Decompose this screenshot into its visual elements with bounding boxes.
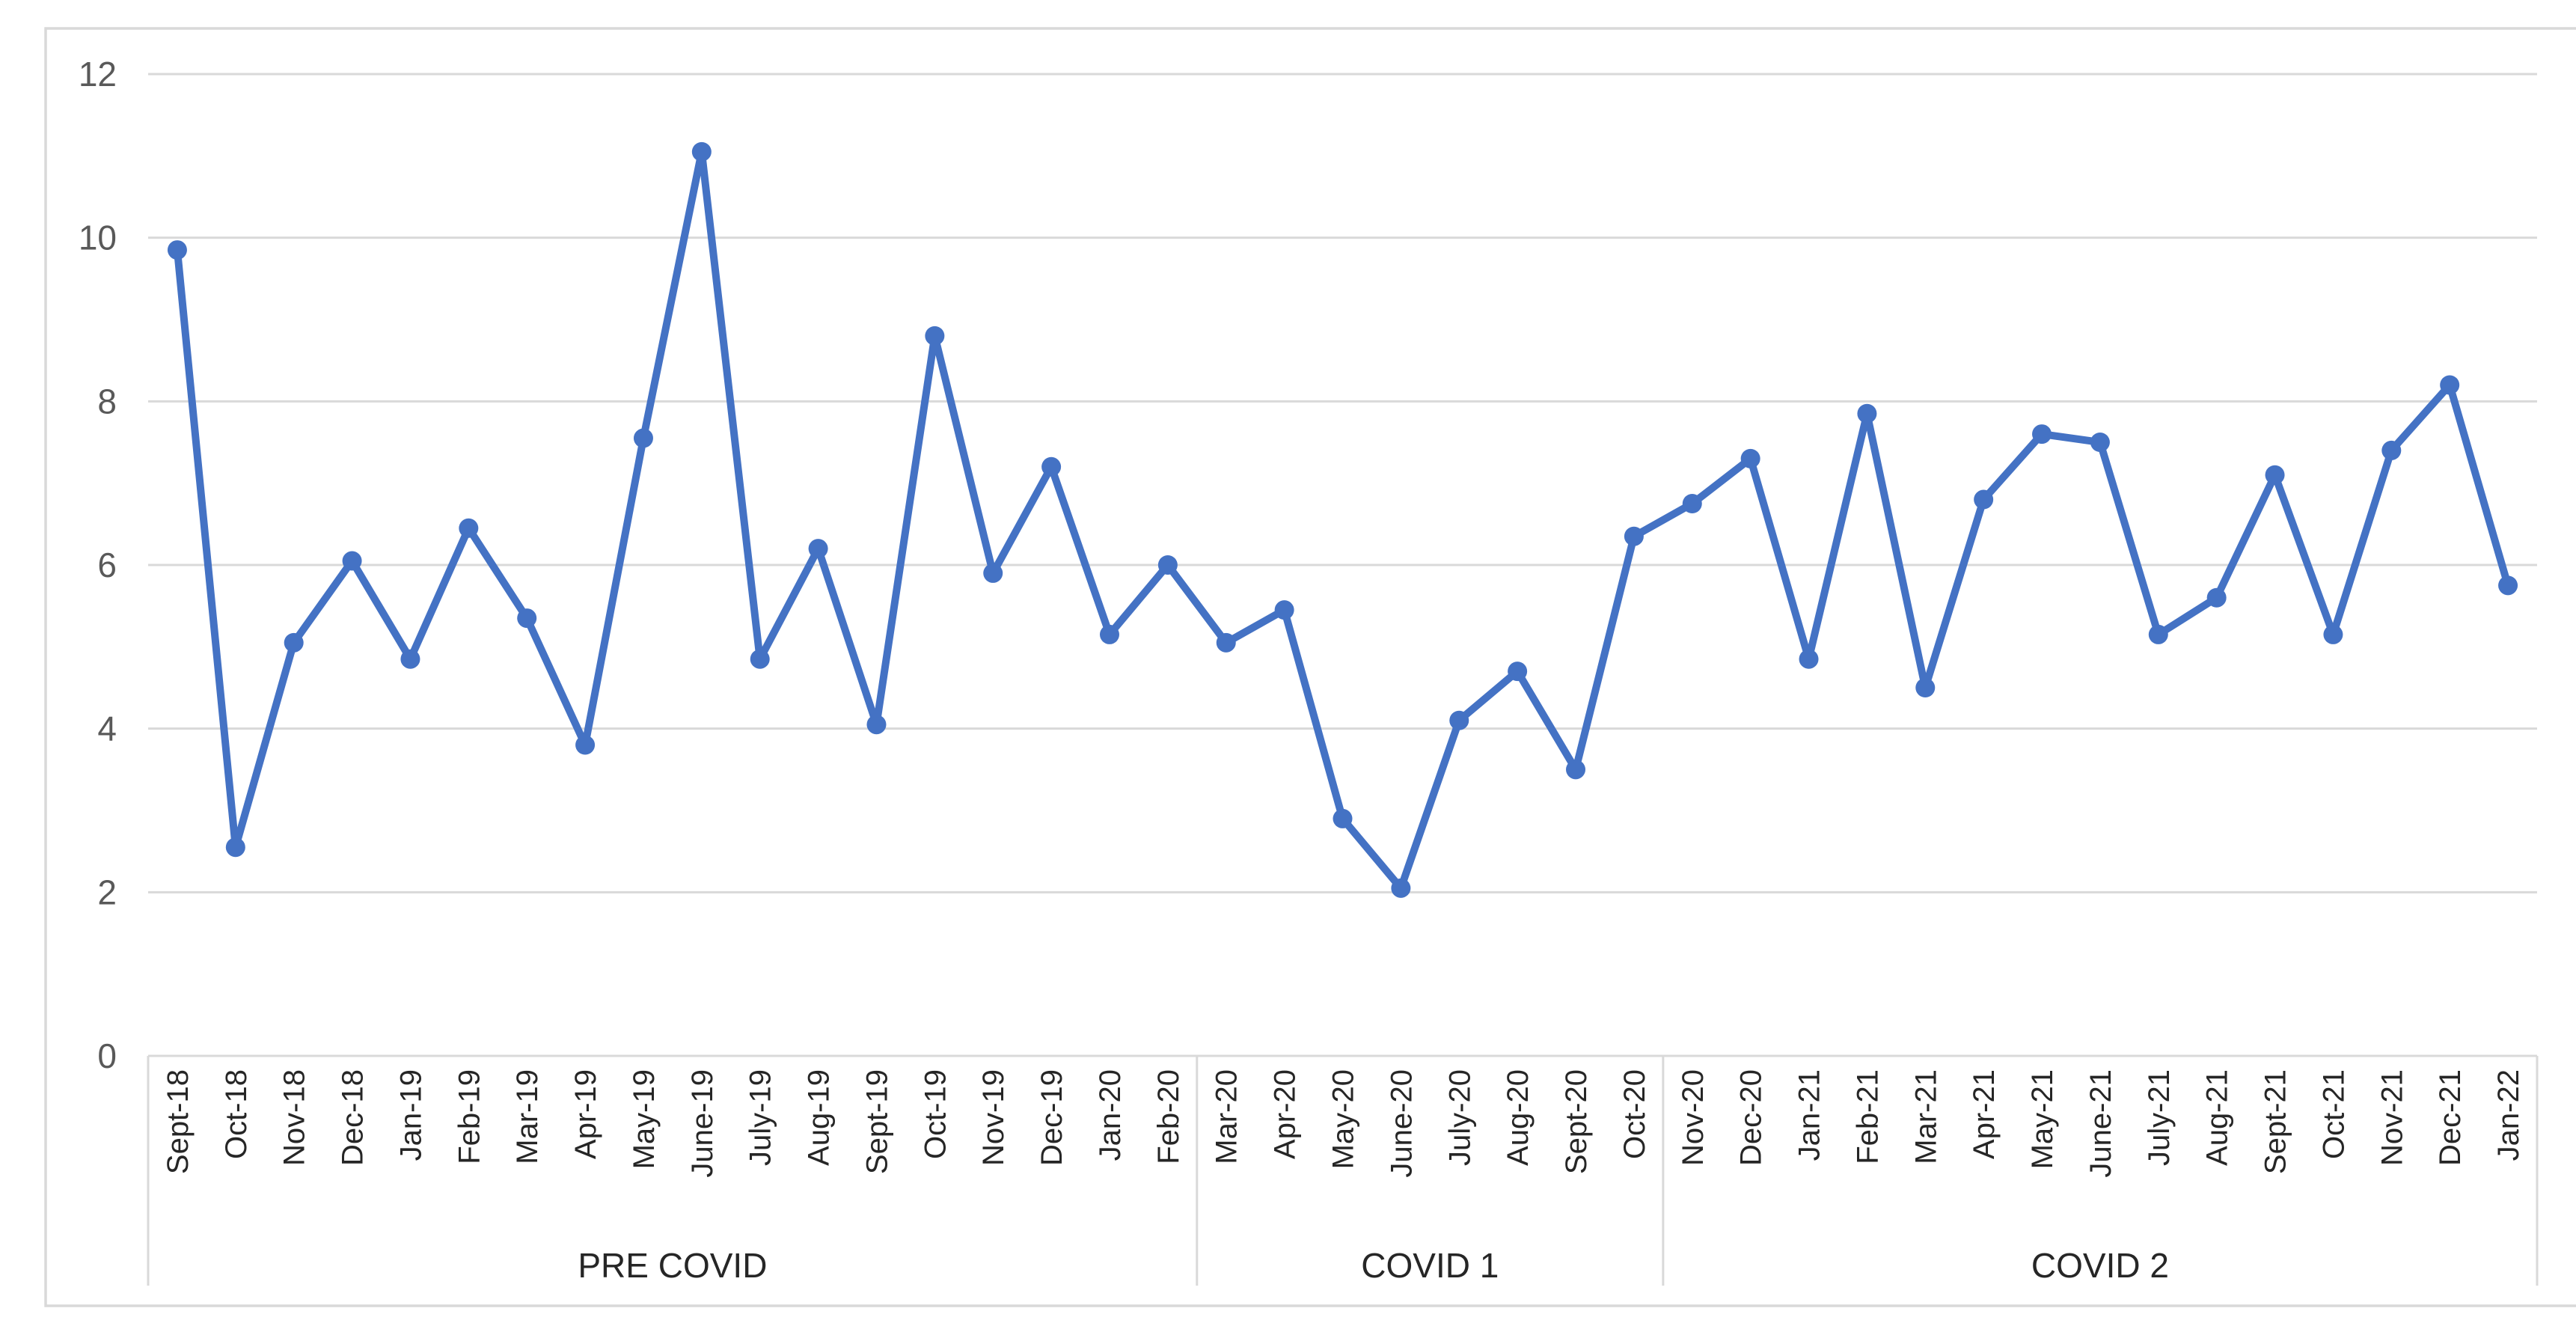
data-point-marker [575,735,596,755]
x-axis-category-label: Dec-21 [2434,1069,2467,1166]
x-axis-category-label: June-19 [686,1069,719,1178]
y-axis-tick-label: 0 [97,1036,117,1075]
data-point-marker [808,539,828,559]
data-point-marker [2381,440,2402,460]
data-point-marker [633,428,653,448]
x-axis-category-label: Jan-19 [394,1069,427,1161]
x-axis-category-label: Aug-19 [803,1069,836,1166]
data-point-marker [1274,600,1294,620]
data-point-marker [2323,624,2343,644]
x-axis-category-label: Jan-21 [1793,1069,1826,1161]
data-point-marker [1915,678,1936,697]
data-point-marker [517,608,537,629]
data-point-marker [2440,375,2460,395]
x-axis-category-label: Oct-18 [220,1069,253,1159]
x-axis-category-label: July-21 [2143,1069,2176,1166]
x-axis-category-label: Sept-20 [1560,1069,1593,1174]
data-point-marker [1566,760,1586,780]
x-axis-category-label: Dec-20 [1735,1069,1768,1166]
data-point-marker [2206,587,2227,608]
y-axis-tick-label: 10 [79,219,117,257]
x-axis-group-label: PRE COVID [578,1246,767,1285]
x-axis-category-label: Aug-20 [1502,1069,1535,1166]
x-axis-category-label: Aug-21 [2201,1069,2234,1166]
x-axis-category-label: Mar-21 [1909,1069,1942,1164]
x-axis-category-label: Oct-19 [919,1069,952,1159]
x-axis-category-label: May-19 [628,1069,661,1169]
data-point-marker [342,551,362,571]
data-point-marker [400,649,420,669]
x-axis-category-label: Apr-21 [1968,1069,2001,1159]
x-axis-category-label: Jan-22 [2492,1069,2525,1161]
x-axis-category-label: Apr-19 [569,1069,602,1159]
data-point-marker [1974,489,1994,510]
data-point-marker [1740,448,1760,468]
data-point-marker [691,141,712,162]
x-axis-category-label: Mar-19 [511,1069,544,1164]
x-axis-category-label: Feb-21 [1851,1069,1884,1164]
data-point-marker [1449,710,1469,730]
x-axis-category-label: Dec-19 [1035,1069,1068,1166]
y-axis-tick-label: 12 [79,55,117,94]
y-axis-tick-label: 8 [97,382,117,421]
data-point-marker [1682,494,1702,513]
data-point-marker [1857,403,1877,424]
data-point-marker [1216,632,1236,653]
data-point-marker [459,518,479,538]
x-axis-group-label: COVID 2 [2031,1246,2169,1285]
data-point-marker [2148,624,2168,644]
data-point-marker [750,649,770,669]
data-point-marker [2265,465,2285,485]
x-axis-category-label: Nov-18 [278,1069,311,1166]
x-axis-group-label: COVID 1 [1361,1246,1499,1285]
y-axis-tick-label: 2 [97,873,117,911]
data-point-marker [1391,878,1411,898]
x-axis-category-label: Mar-20 [1211,1069,1243,1164]
chart-outer-border [44,27,2576,1307]
data-point-marker [2498,575,2518,596]
x-axis-category-label: Nov-20 [1677,1069,1710,1166]
x-axis-category-label: Dec-18 [337,1069,370,1166]
data-point-marker [1157,555,1178,575]
data-point-marker [1508,662,1528,682]
x-axis-category-label: Sept-19 [860,1069,893,1174]
data-point-marker [2090,433,2110,452]
data-point-marker [167,240,187,260]
x-axis-category-label: July-19 [744,1069,777,1166]
y-axis-tick-label: 6 [97,546,117,584]
x-axis-category-label: Nov-19 [977,1069,1010,1166]
x-axis-category-label: June-20 [1385,1069,1418,1178]
data-point-marker [225,837,245,858]
data-point-marker [284,632,304,653]
x-axis-category-label: Oct-21 [2317,1069,2350,1159]
x-axis-category-label: June-21 [2084,1069,2117,1178]
x-axis-category-label: Jan-20 [1094,1069,1127,1161]
data-point-marker [1041,456,1062,477]
covid-monthly-line-chart: 0 2 4 6 8 10 12 Sept-18 Oct-18 Nov-18 Dec-18 Jan-19… [30,12,2576,1326]
data-point-marker [866,715,887,735]
y-axis-tick-label: 4 [97,709,117,748]
data-point-marker [2032,424,2052,445]
x-axis-category-label: July-20 [1443,1069,1476,1166]
data-point-marker [1799,649,1819,669]
x-axis-category-label: Oct-20 [1618,1069,1651,1159]
x-axis-category-label: May-20 [1327,1069,1360,1169]
data-point-marker [1624,526,1644,546]
x-axis-category-label: Nov-21 [2375,1069,2408,1166]
data-point-marker [925,326,945,346]
x-axis-category-label: Apr-20 [1269,1069,1302,1159]
data-point-marker [1333,808,1353,828]
data-point-marker [983,563,1003,583]
x-axis-category-label: May-21 [2026,1069,2059,1169]
x-axis-category-label: Sept-21 [2260,1069,2292,1174]
x-axis-category-label: Sept-18 [162,1069,195,1174]
x-axis-category-label: Feb-20 [1152,1069,1185,1164]
data-point-marker [1099,624,1119,644]
line-chart: 0 2 4 6 8 10 12 Sept-18 Oct-18 Nov-18 Dec-18 Jan-19… [44,27,2576,1307]
x-axis-category-label: Feb-19 [453,1069,486,1164]
